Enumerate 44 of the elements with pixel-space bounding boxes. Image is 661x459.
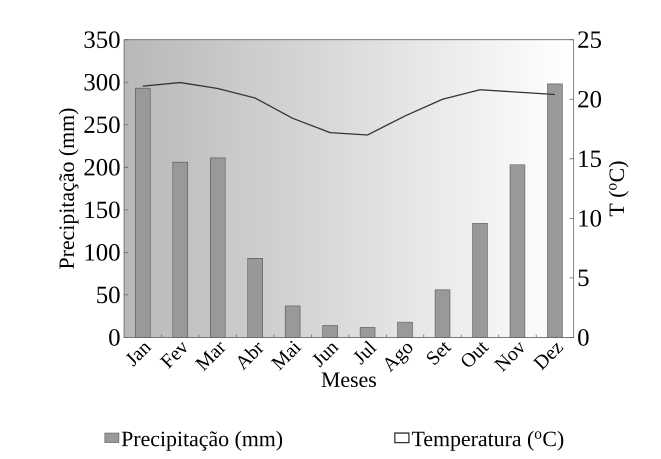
x-axis-title: Meses xyxy=(322,372,376,388)
bar xyxy=(135,88,151,338)
x-tick-label: Jul xyxy=(353,340,378,366)
x-tick-label: Jan xyxy=(126,344,152,367)
y-tick-label: 350 xyxy=(84,32,120,48)
bar xyxy=(472,223,488,338)
x-tick-label: Dez xyxy=(532,342,564,371)
y-tick-label: 0 xyxy=(109,329,120,346)
bar xyxy=(510,164,526,338)
x-tick-label: Set xyxy=(426,342,452,366)
y2-axis-title: T ($^{o}$C) xyxy=(608,162,629,216)
x-tick-label: Out xyxy=(462,342,489,367)
y-axis-title: Precipitação (mm) xyxy=(58,108,79,270)
x-tick-label: Jun xyxy=(312,344,340,368)
x-tick-label: Mar xyxy=(194,342,226,372)
y-tick-label: 200 xyxy=(84,159,120,176)
y-tick-label: 50 xyxy=(97,286,120,304)
bar xyxy=(322,325,338,338)
y2-tick-label: 5 xyxy=(578,270,589,286)
bar xyxy=(547,84,563,338)
x-tick-label: Mai xyxy=(270,341,302,371)
y2-tick-label: 0 xyxy=(578,329,589,346)
x-tick-label: Ago xyxy=(385,344,412,373)
y-tick-label: 100 xyxy=(86,244,120,261)
x-tick-label: Nov xyxy=(494,342,524,372)
y2-tick-label: 25 xyxy=(578,32,602,48)
bar xyxy=(434,290,450,338)
y2-tick-label: 10 xyxy=(579,210,602,227)
legend-label: Temperatura ($^{o}$C) xyxy=(412,431,564,451)
y2-tick-label: 15 xyxy=(579,150,602,168)
bar xyxy=(172,162,188,338)
x-tick-label: Fev xyxy=(160,342,186,370)
y-tick-label: 250 xyxy=(84,116,120,134)
bar xyxy=(210,158,226,338)
legend-label: Precipitação (mm) xyxy=(122,431,282,451)
y-tick-label: 300 xyxy=(84,74,120,91)
y2-tick-label: 20 xyxy=(578,91,602,108)
bar xyxy=(284,306,300,338)
y-tick-label: 150 xyxy=(86,202,120,218)
bar xyxy=(360,327,376,338)
x-tick-label: Abr xyxy=(238,342,264,371)
bar xyxy=(397,322,413,338)
line-series xyxy=(142,82,556,136)
bar xyxy=(247,258,263,338)
